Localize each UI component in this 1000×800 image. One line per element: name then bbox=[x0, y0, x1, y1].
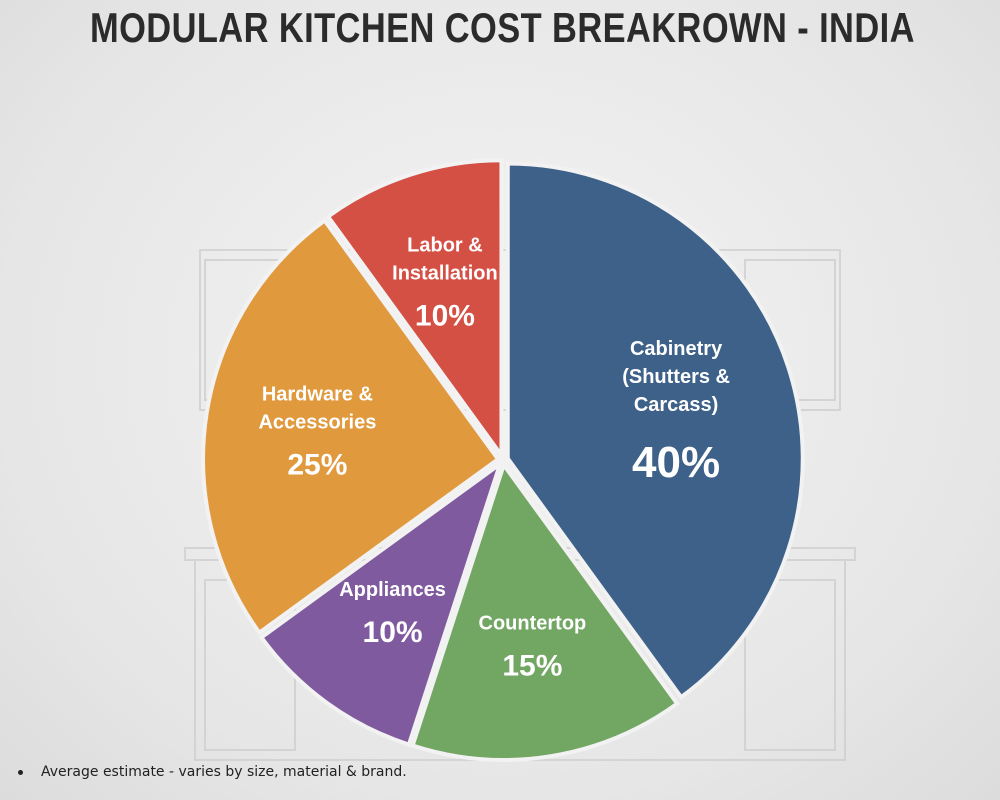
slice-label: Cabinetry bbox=[630, 338, 723, 360]
slice-value-label: 25% bbox=[287, 449, 347, 482]
pie-slice-countertop bbox=[410, 460, 680, 762]
footnote: Average estimate - varies by size, mater… bbox=[18, 764, 407, 780]
slice-label: Accessories bbox=[258, 412, 376, 434]
slice-label: Hardware & bbox=[262, 384, 373, 406]
slice-label: Countertop bbox=[479, 613, 587, 635]
footnote-text: Average estimate - varies by size, mater… bbox=[41, 764, 407, 780]
pie-slice-labor bbox=[325, 158, 504, 462]
pie-slice-appliances bbox=[258, 458, 504, 748]
pie-slice-cabinetry bbox=[505, 161, 805, 700]
pie-slice-hardware bbox=[201, 217, 501, 636]
slice-label: (Shutters & bbox=[622, 366, 730, 388]
slice-label: Labor & bbox=[407, 234, 483, 256]
bullet-icon bbox=[18, 769, 23, 775]
slice-value-label: 10% bbox=[363, 616, 423, 649]
slice-label: Installation bbox=[392, 262, 498, 284]
slice-value-label: 10% bbox=[415, 299, 475, 332]
slice-label: Appliances bbox=[339, 579, 446, 601]
slice-value-label: 40% bbox=[632, 438, 720, 487]
slice-value-label: 15% bbox=[502, 650, 562, 683]
chart-title: MODULAR KITCHEN COST BREAKROWN - INDIA bbox=[90, 4, 915, 51]
slice-label: Carcass) bbox=[634, 394, 719, 416]
